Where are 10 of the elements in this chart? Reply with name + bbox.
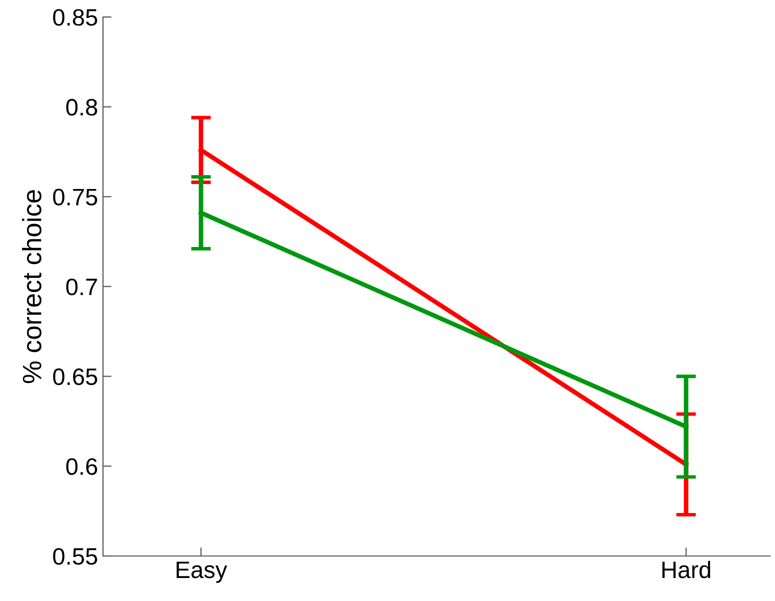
- y-axis-title: % correct choice: [22, 190, 42, 384]
- y-tick-label: 0.55: [53, 548, 98, 565]
- y-tick-label: 0.75: [53, 188, 98, 206]
- y-tick-label: 0.7: [66, 278, 97, 296]
- y-tick-label: 0.8: [66, 98, 98, 116]
- y-tick-label: 0.85: [53, 9, 98, 26]
- y-tick-label: 0.65: [53, 368, 98, 386]
- y-tick-label: 0.6: [66, 458, 98, 475]
- x-tick-label: Easy: [176, 562, 228, 583]
- x-tick-label: Hard: [662, 560, 710, 578]
